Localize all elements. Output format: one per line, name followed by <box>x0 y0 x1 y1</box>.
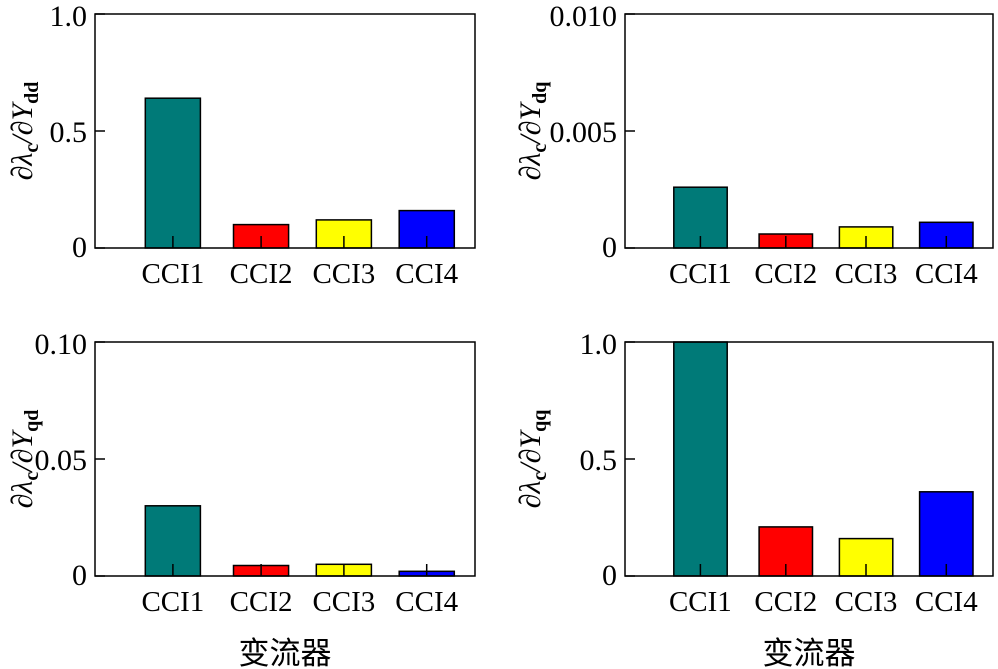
y-tick-label: 0 <box>602 231 617 264</box>
x-axis-label: 变流器 <box>763 636 856 669</box>
chart-panel-2: CCI1 CCI2 CCI3 CCI4 0 0.005 0.010 ∂λc/∂Ydq <box>514 0 994 290</box>
x-tick-label-cci3: CCI3 <box>835 258 898 290</box>
y-axis-label: ∂λc/∂Yqq <box>514 410 551 509</box>
chart-panel-1: CCI1 CCI2 CCI3 CCI4 0 0.5 1.0 ∂λc/∂Ydd <box>6 0 476 290</box>
y-axis-label-main: ∂λ <box>514 481 547 509</box>
chart-panel-3: CCI1 CCI2 CCI3 CCI4 0 0.05 0.10 ∂λc/∂Yqd 变流器 <box>6 328 476 669</box>
x-tick-label-cci1: CCI1 <box>141 258 204 290</box>
x-tick-label-cci3: CCI3 <box>312 258 375 290</box>
y-tick-label: 0.5 <box>50 116 88 149</box>
bar-cci4 <box>918 491 974 577</box>
x-tick-label-cci1: CCI1 <box>669 258 732 290</box>
y-axis-label-sub1: c <box>21 144 43 153</box>
chart-panel-4: CCI1 CCI2 CCI3 CCI4 0 0.5 1.0 ∂λc/∂Yqq 变流器 <box>514 328 994 669</box>
y-axis-label-sub2: dq <box>529 82 551 104</box>
y-axis-label-sub2: qq <box>529 410 551 432</box>
x-tick-label-cci2: CCI2 <box>754 586 817 618</box>
x-axis-label: 变流器 <box>239 636 332 669</box>
x-tick-label-cci4: CCI4 <box>395 586 458 618</box>
x-tick-label-cci2: CCI2 <box>230 258 293 290</box>
y-axis-label-sub1: c <box>529 144 551 153</box>
x-tick-label-cci1: CCI1 <box>141 586 204 618</box>
bar-cci1 <box>144 97 202 249</box>
y-tick-label: 1.0 <box>50 0 88 33</box>
x-tick-label-cci1: CCI1 <box>669 586 732 618</box>
y-axis-label-sub2: qd <box>21 410 43 432</box>
y-axis-label-sub1: c <box>21 472 43 481</box>
x-tick-label-cci3: CCI3 <box>312 586 375 618</box>
y-tick-label: 0.5 <box>580 444 618 477</box>
y-tick-label: 0.010 <box>550 0 618 33</box>
y-axis-label-main: ∂λ <box>514 153 547 181</box>
y-tick-label: 1.0 <box>580 328 618 361</box>
x-tick-label-cci2: CCI2 <box>230 586 293 618</box>
x-tick-label-cci4: CCI4 <box>915 586 978 618</box>
y-axis-label: ∂λc/∂Ydd <box>6 82 43 181</box>
y-tick-label: 0 <box>72 231 87 264</box>
x-tick-label-cci4: CCI4 <box>395 258 458 290</box>
y-axis-label-mid: /∂Y <box>6 429 39 474</box>
y-axis-label: ∂λc/∂Yqd <box>6 410 43 509</box>
x-tick-label-cci4: CCI4 <box>915 258 978 290</box>
y-axis-label-mid: /∂Y <box>6 101 39 146</box>
y-axis-label-main: ∂λ <box>6 481 39 509</box>
y-tick-label: 0.10 <box>35 328 88 361</box>
bar-cci4 <box>918 221 974 249</box>
x-tick-label-cci2: CCI2 <box>754 258 817 290</box>
y-axis-label-sub2: dd <box>21 82 43 104</box>
y-tick-label: 0.005 <box>550 116 618 149</box>
y-tick-label: 0.05 <box>35 444 88 477</box>
y-tick-label: 0 <box>602 559 617 592</box>
y-axis-label-main: ∂λ <box>6 153 39 181</box>
y-tick-label: 0 <box>72 559 87 592</box>
bar-cci1 <box>673 341 728 577</box>
y-axis-label: ∂λc/∂Ydq <box>514 82 551 181</box>
y-axis-label-mid: /∂Y <box>514 429 547 474</box>
y-axis-label-mid: /∂Y <box>514 101 547 146</box>
x-tick-label-cci3: CCI3 <box>835 586 898 618</box>
y-axis-label-sub1: c <box>529 472 551 481</box>
